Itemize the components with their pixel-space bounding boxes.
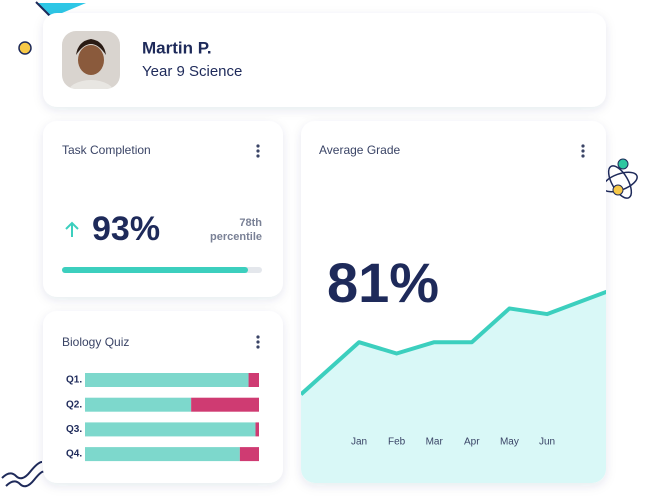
x-tick-label: Feb xyxy=(388,437,406,448)
quiz-bar-segment xyxy=(85,422,256,437)
quiz-bar-segment xyxy=(85,447,240,462)
quiz-label: Q4. xyxy=(66,449,82,460)
quiz-bar-segment xyxy=(239,447,259,462)
menu-button[interactable] xyxy=(581,144,585,158)
x-tick-label: Mar xyxy=(426,437,444,448)
profile-subtitle: Year 9 Science xyxy=(142,63,242,80)
progress-fill xyxy=(62,267,248,273)
decoration xyxy=(1,461,45,488)
decoration xyxy=(38,3,86,18)
task-card xyxy=(43,121,283,297)
grade-area xyxy=(301,291,606,483)
grade-value: 81% xyxy=(327,251,439,314)
avatar xyxy=(62,31,120,89)
x-tick-label: Jun xyxy=(539,437,555,448)
menu-button[interactable] xyxy=(256,144,260,158)
card-title: Task Completion xyxy=(62,143,151,157)
grade-line xyxy=(301,289,606,396)
quiz-bar-segment xyxy=(85,373,249,387)
profile-name: Martin P. xyxy=(142,38,212,57)
completion-value: 93% xyxy=(92,210,160,248)
profile-card xyxy=(43,13,606,107)
x-tick-label: Apr xyxy=(464,437,480,448)
card-title: Average Grade xyxy=(319,143,400,157)
up-arrow xyxy=(65,221,79,237)
quiz-label: Q2. xyxy=(66,399,82,410)
x-tick-label: May xyxy=(500,437,519,448)
x-tick-label: Jan xyxy=(351,437,367,448)
quiz-bar-segment xyxy=(248,373,259,387)
percentile: 78th xyxy=(239,217,262,229)
quiz-bar-segment xyxy=(191,397,259,412)
decoration xyxy=(617,158,629,170)
quiz-card xyxy=(43,311,283,483)
quiz-label: Q3. xyxy=(66,424,82,435)
card-title: Biology Quiz xyxy=(62,335,129,349)
decoration xyxy=(612,184,624,196)
quiz-label: Q1. xyxy=(66,375,82,386)
percentile: percentile xyxy=(210,231,262,243)
quiz-bar-segment xyxy=(255,422,259,437)
menu-button[interactable] xyxy=(256,335,260,349)
quiz-bar-segment xyxy=(85,397,192,412)
decoration xyxy=(18,41,32,55)
